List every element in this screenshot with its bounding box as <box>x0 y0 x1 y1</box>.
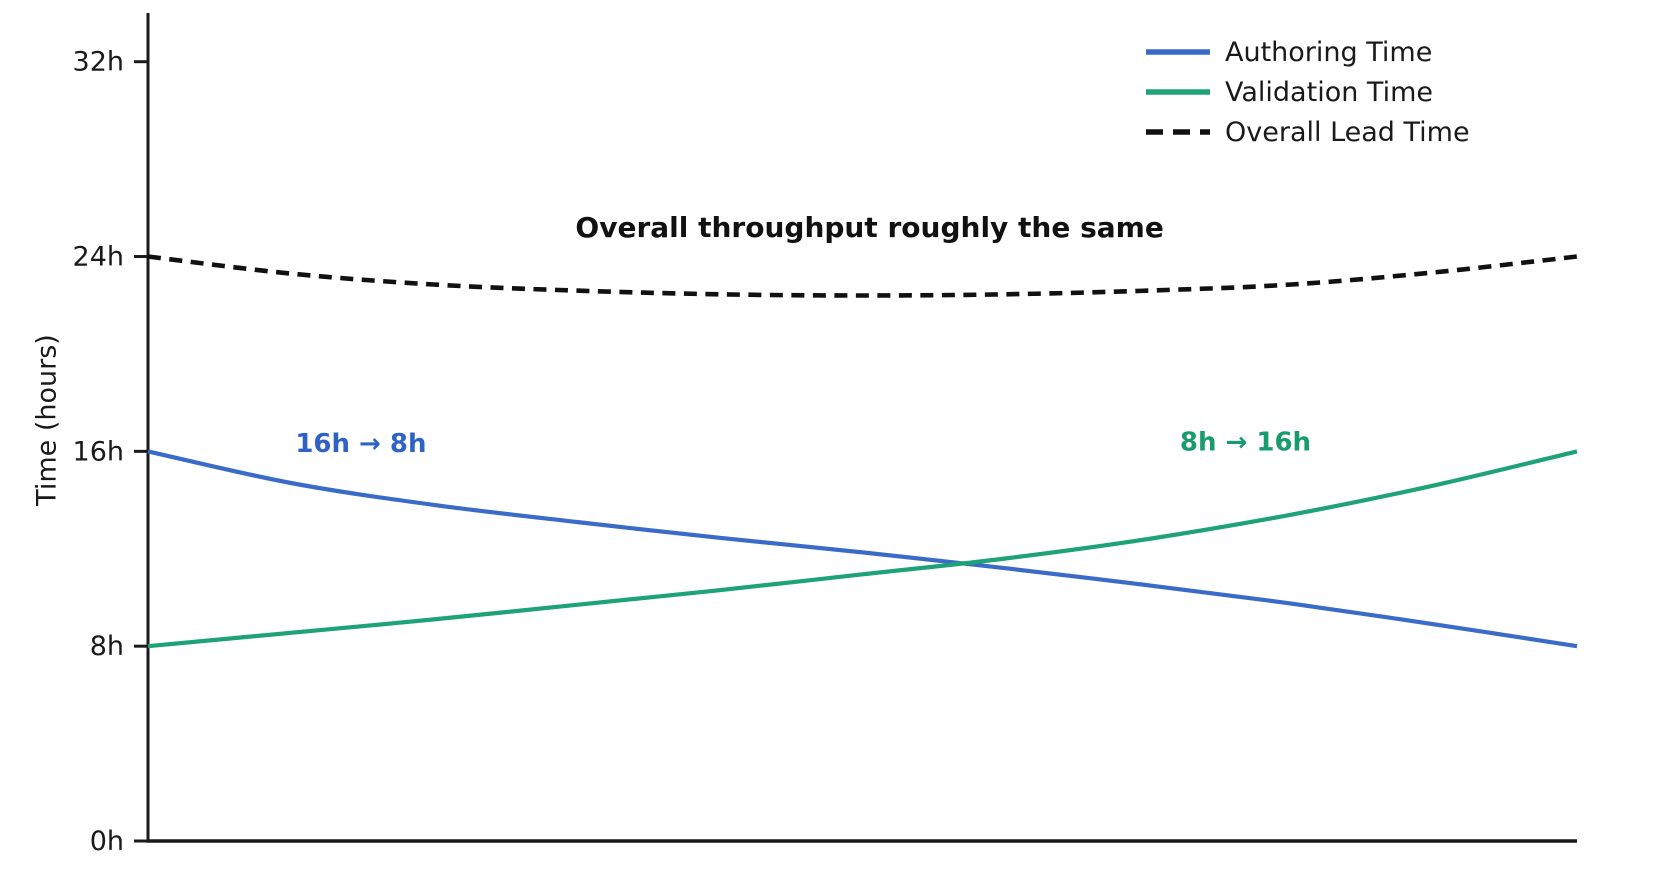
annotation-0: 16h → 8h <box>295 429 426 459</box>
y-axis-title: Time (hours) <box>31 334 63 506</box>
annotation-1: 8h → 16h <box>1180 428 1311 458</box>
legend-label: Authoring Time <box>1225 36 1433 68</box>
series-line-authoring-time <box>147 449 1578 649</box>
annotation-2: Overall throughput roughly the same <box>575 211 1163 244</box>
y-tick-label: 0h <box>90 826 124 857</box>
legend-item-overall-lead-time: Overall Lead Time <box>1146 112 1470 152</box>
legend-label: Validation Time <box>1225 76 1433 108</box>
legend-swatch-dashed-line <box>1146 129 1210 135</box>
legend-swatch-solid-line <box>1146 49 1210 55</box>
legend-swatch-solid-line <box>1146 89 1210 95</box>
y-tick-label: 24h <box>73 242 124 273</box>
series-line-overall-lead-time <box>147 254 1578 298</box>
y-tick-label: 16h <box>73 436 124 467</box>
legend: Authoring Time Validation Time Overall Lea… <box>1146 32 1470 152</box>
legend-label: Overall Lead Time <box>1225 116 1470 148</box>
y-tick-label: 32h <box>73 47 124 78</box>
series-line-validation-time <box>147 449 1578 649</box>
legend-item-validation-time: Validation Time <box>1146 72 1470 112</box>
y-tick-label: 8h <box>90 631 124 662</box>
legend-item-authoring-time: Authoring Time <box>1146 32 1470 72</box>
